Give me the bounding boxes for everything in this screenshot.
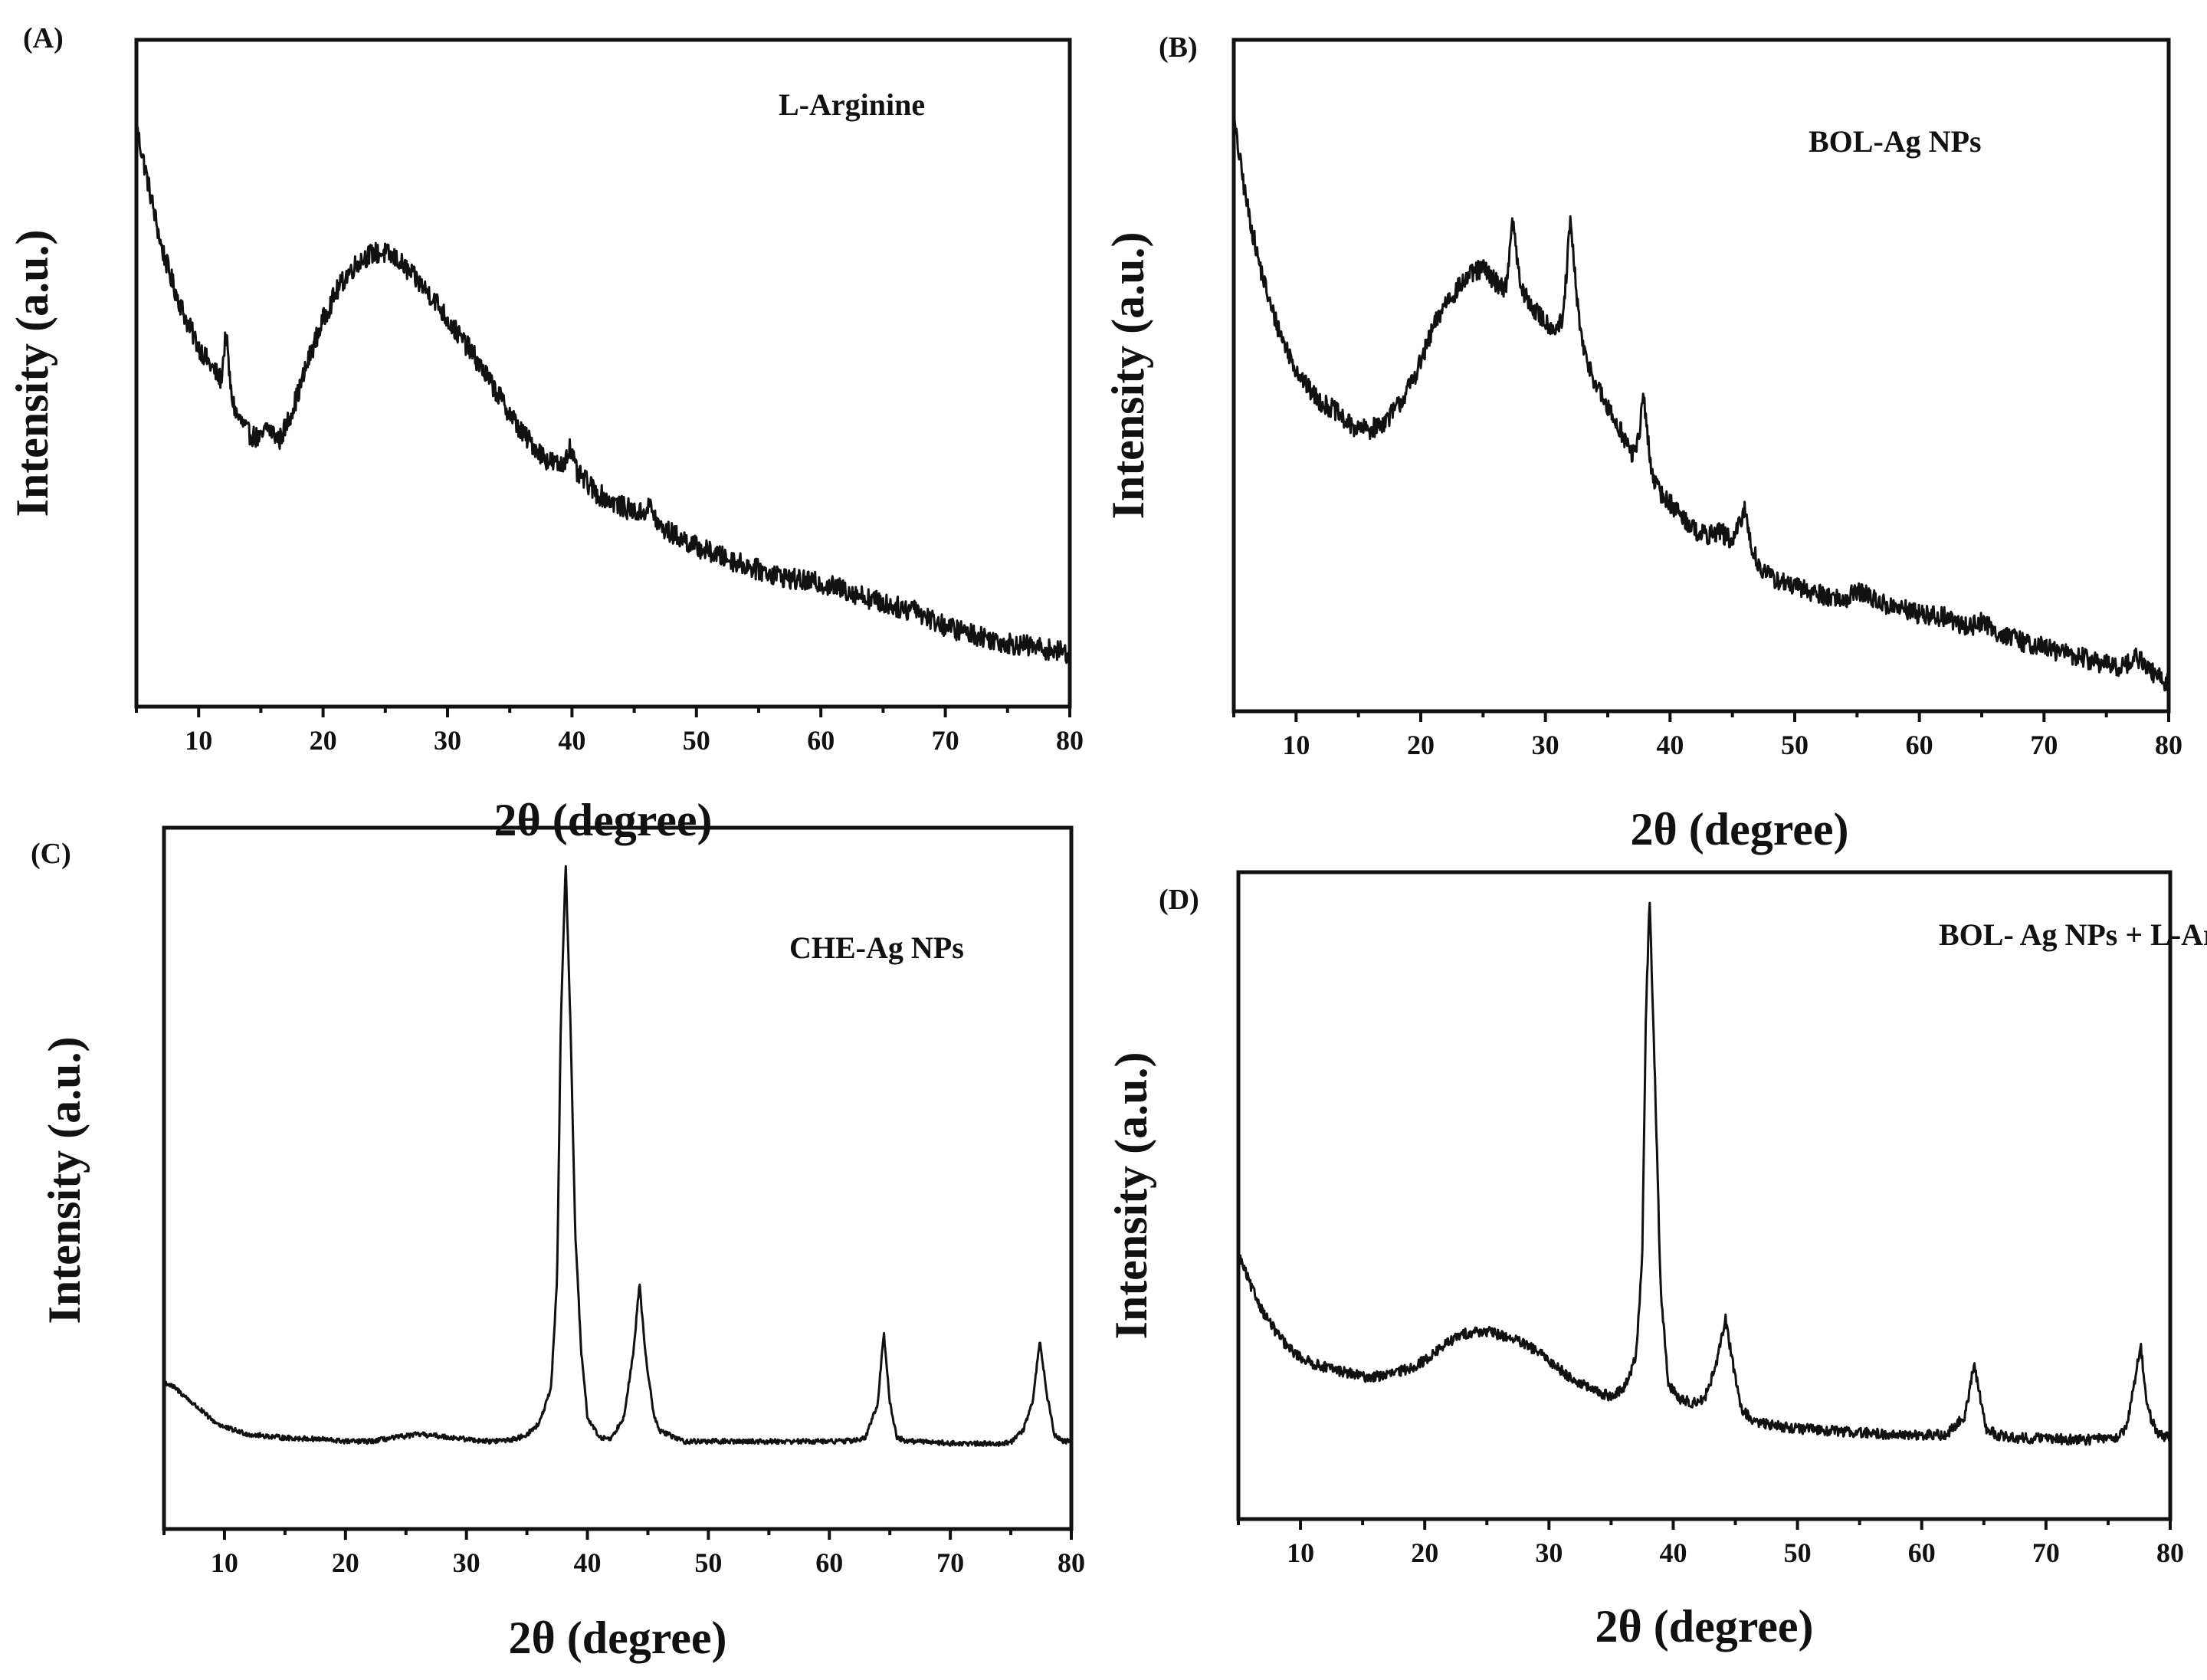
x-tick-label: 40 [574, 1547, 602, 1578]
xrd-pattern-line [135, 122, 1071, 664]
plot-frame [162, 825, 1074, 1531]
x-tick-label: 80 [2155, 730, 2182, 760]
sample-label: L-Arginine [779, 87, 925, 122]
x-tick-label: 40 [558, 725, 585, 756]
xrd-pattern-line [1237, 901, 2172, 1446]
x-tick-label: 40 [1659, 1537, 1687, 1568]
x-tick-label: 10 [211, 1547, 238, 1578]
x-tick-label: 20 [1407, 730, 1435, 760]
x-tick-label: 60 [1908, 1537, 1936, 1568]
x-tick-label: 30 [453, 1547, 480, 1578]
x-tick-label: 70 [2030, 730, 2058, 760]
plot-frame [134, 38, 1072, 709]
panel-c: 10 20 30 40 50 60 70 80 (C) CHE-Ag NPs 2θ (degree)… [31, 825, 1085, 1663]
x-tick-label: 60 [1906, 730, 1933, 760]
panel-a: 10 20 30 40 50 60 70 80 (A) L-Arginine 2θ (degree)… [7, 22, 1084, 845]
y-axis-label: Intensity (a.u.) [39, 1036, 90, 1324]
x-axis-label: 2θ (degree) [494, 795, 712, 845]
x-tick-label: 20 [1411, 1537, 1438, 1568]
y-axis-label: Intensity (a.u.) [1106, 1052, 1156, 1339]
y-axis-label: Intensity (a.u.) [7, 229, 57, 517]
panel-label: (D) [1159, 884, 1199, 916]
x-axis-label: 2θ (degree) [1595, 1601, 1813, 1652]
sample-label: BOL- Ag NPs + L-Arg [1939, 917, 2207, 952]
x-tick-label: 70 [2032, 1537, 2060, 1568]
x-tick-label: 30 [434, 725, 461, 756]
plot-frame [1231, 38, 2171, 714]
x-tick-label: 80 [1056, 725, 1084, 756]
x-tick-label: 60 [815, 1547, 843, 1578]
panel-d: 10 20 30 40 50 60 70 80 (D) BOL- Ag NPs + L-Arg 2θ… [1106, 870, 2207, 1652]
sample-label: CHE-Ag NPs [789, 930, 964, 965]
x-tick-label: 40 [1656, 730, 1684, 760]
panel-label: (A) [23, 22, 64, 54]
panel-b: 10 20 30 40 50 60 70 80 (B) BOL-Ag NPs 2θ (degree)… [1103, 31, 2182, 855]
xrd-pattern-line [1232, 116, 2170, 694]
x-tick-label: 50 [1781, 730, 1809, 760]
x-tick-label: 60 [807, 725, 835, 756]
x-axis-label: 2θ (degree) [1630, 804, 1848, 855]
x-tick-label: 70 [936, 1547, 964, 1578]
x-tick-label: 30 [1532, 730, 1559, 760]
plot-frame [1236, 870, 2173, 1521]
x-tick-label: 50 [683, 725, 710, 756]
x-tick-label: 50 [1784, 1537, 1812, 1568]
x-tick-label: 10 [1287, 1537, 1314, 1568]
x-tick-label: 10 [185, 725, 212, 756]
x-tick-label: 30 [1535, 1537, 1563, 1568]
xrd-pattern-line [163, 865, 1073, 1447]
x-tick-label: 70 [932, 725, 959, 756]
panel-label: (C) [31, 838, 71, 870]
x-tick-label: 80 [2156, 1537, 2184, 1568]
panels-layer: 10 20 30 40 50 60 70 80 (A) L-Arginine 2θ (degree)… [7, 22, 2207, 1663]
x-tick-label: 10 [1282, 730, 1310, 760]
x-tick-label: 50 [694, 1547, 722, 1578]
y-axis-label: Intensity (a.u.) [1103, 231, 1153, 519]
x-tick-label: 80 [1058, 1547, 1085, 1578]
panel-label: (B) [1159, 31, 1198, 64]
x-tick-label: 20 [310, 725, 337, 756]
x-tick-label: 20 [332, 1547, 359, 1578]
x-axis-label: 2θ (degree) [508, 1613, 726, 1663]
sample-label: BOL-Ag NPs [1809, 124, 1982, 159]
